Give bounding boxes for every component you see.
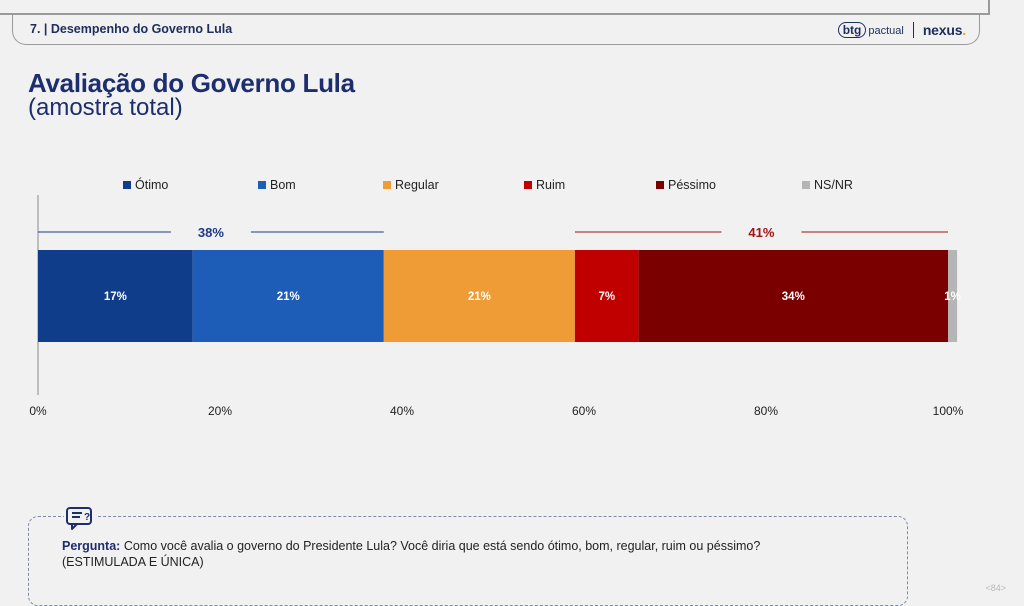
chat-question-icon: ? bbox=[64, 505, 96, 531]
header-right-tick bbox=[988, 0, 990, 14]
bar-segment bbox=[383, 250, 575, 342]
header-top-line bbox=[0, 13, 990, 15]
data-label: 17% bbox=[104, 291, 127, 303]
btg-logo-text: pactual bbox=[868, 25, 904, 37]
data-label: 7% bbox=[598, 291, 615, 303]
legend-label: Péssimo bbox=[668, 178, 716, 192]
data-label: 21% bbox=[277, 291, 300, 303]
data-label: 21% bbox=[468, 291, 491, 303]
legend-swatch bbox=[258, 181, 266, 189]
legend-label: Ruim bbox=[536, 178, 566, 192]
group-total-label: 41% bbox=[748, 225, 774, 240]
legend-label: Bom bbox=[270, 178, 296, 192]
chart-legend: Ótimo Bom Regular Ruim Péssimo NS/NR bbox=[0, 178, 1024, 192]
section-label: 7. | Desempenho do Governo Lula bbox=[30, 22, 233, 36]
data-label: 34% bbox=[782, 291, 805, 303]
bar-segment bbox=[638, 250, 948, 342]
page-title: Avaliação do Governo Lula bbox=[28, 68, 355, 98]
page-number: <84> bbox=[985, 583, 1006, 593]
x-tick-label: 20% bbox=[208, 404, 232, 418]
x-tick-label: 40% bbox=[390, 404, 414, 418]
legend-item: Regular bbox=[383, 178, 439, 192]
question-body: Como você avalia o governo do Presidente… bbox=[120, 539, 761, 553]
question-label: Pergunta: bbox=[62, 539, 121, 553]
legend-item: NS/NR bbox=[802, 178, 853, 192]
brand-logos: btg pactual nexus. bbox=[837, 20, 966, 40]
stacked-bar-chart: 17% 21% 21% 7% 34% 1% 38% 41% 0% 20% 40% 60% 80% 100% bbox=[29, 195, 964, 418]
x-tick-label: 60% bbox=[572, 404, 596, 418]
legend-swatch bbox=[656, 181, 664, 189]
legend-label: Ótimo bbox=[135, 178, 169, 192]
legend-label: Regular bbox=[395, 178, 439, 192]
legend-item: Péssimo bbox=[656, 178, 716, 192]
btg-pactual-logo: btg pactual bbox=[837, 22, 904, 38]
bar-segment bbox=[192, 250, 384, 342]
group-total-label: 38% bbox=[198, 225, 224, 240]
nexus-logo-dot: . bbox=[962, 22, 966, 38]
x-tick-label: 80% bbox=[754, 404, 778, 418]
x-tick-label: 100% bbox=[933, 404, 964, 418]
data-label: 1% bbox=[944, 291, 961, 303]
btg-logo-mark: btg bbox=[837, 22, 867, 38]
header-frame bbox=[12, 13, 980, 45]
nexus-logo: nexus. bbox=[923, 22, 966, 38]
page-subtitle: (amostra total) bbox=[28, 94, 183, 121]
legend-swatch bbox=[123, 181, 131, 189]
legend-item: Bom bbox=[258, 178, 296, 192]
bar-segment bbox=[948, 250, 958, 342]
legend-item: Ruim bbox=[524, 178, 565, 192]
bar-segment bbox=[38, 250, 193, 342]
x-tick-label: 0% bbox=[29, 404, 47, 418]
legend-swatch bbox=[383, 181, 391, 189]
question-text: Pergunta: Como você avalia o governo do … bbox=[62, 538, 882, 570]
bar-segment bbox=[574, 250, 639, 342]
legend-item: Ótimo bbox=[123, 178, 168, 192]
legend-label: NS/NR bbox=[814, 178, 853, 192]
legend-swatch bbox=[802, 181, 810, 189]
nexus-logo-text: nexus bbox=[922, 22, 963, 38]
svg-text:?: ? bbox=[84, 512, 90, 523]
legend-swatch bbox=[524, 181, 532, 189]
brand-separator bbox=[912, 22, 914, 38]
question-note: (ESTIMULADA E ÚNICA) bbox=[62, 555, 204, 569]
